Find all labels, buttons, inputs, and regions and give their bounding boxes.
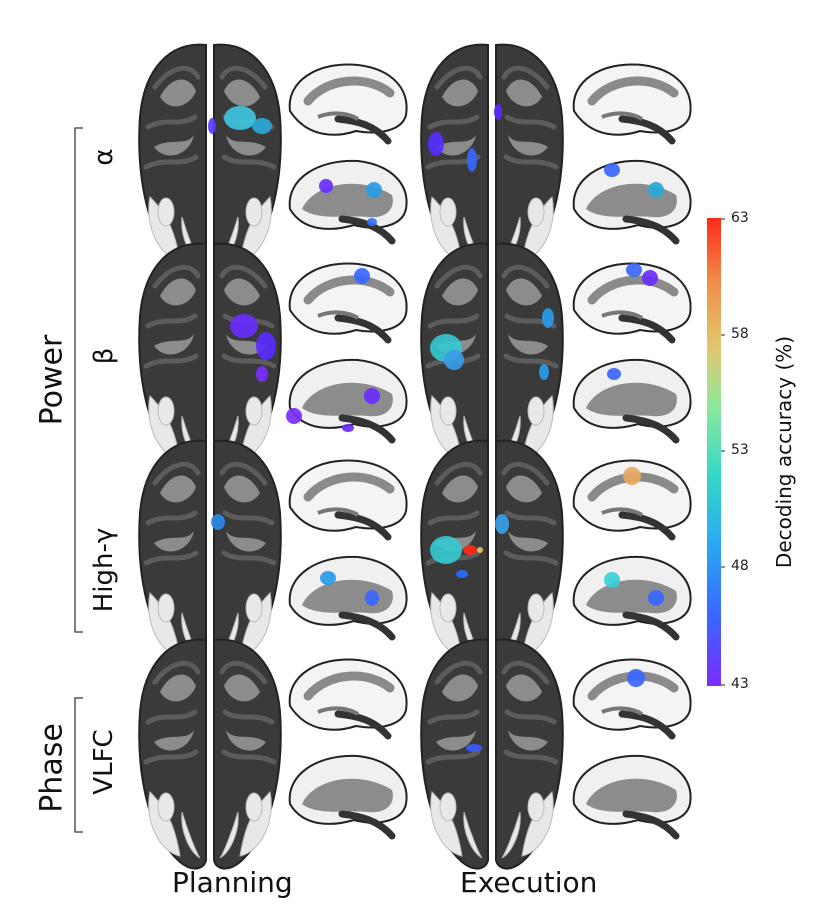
lateral-brain-high-gamma-planning: [290, 557, 407, 637]
group-label-power: Power: [34, 334, 70, 426]
activation-blob: [494, 104, 502, 120]
activation-blob: [430, 536, 462, 564]
activation-blob: [607, 368, 621, 380]
dorsal-brain-vlfc-execution: [421, 640, 562, 869]
column-label-execution: Execution: [460, 866, 598, 899]
activation-blob: [648, 590, 664, 606]
colorbar-tick-58: 58: [731, 326, 749, 342]
activation-blob: [623, 467, 641, 485]
dorsal-brain-alpha-planning: [139, 45, 280, 274]
dorsal-brain-high-gamma-planning: [139, 441, 280, 670]
medial-brain-alpha-planning: [290, 64, 407, 141]
colorbar-tick-63: 63: [731, 210, 749, 226]
column-label-planning: Planning: [172, 866, 293, 899]
activation-blob: [319, 179, 333, 193]
activation-blob: [495, 514, 509, 534]
bracket-power: [74, 127, 83, 633]
activation-blob: [286, 408, 302, 424]
lateral-brain-beta-execution: [574, 360, 691, 440]
colorbar-title: Decoding accuracy (%): [772, 335, 796, 569]
activation-blob: [642, 270, 658, 286]
lateral-brain-high-gamma-execution: [574, 557, 691, 637]
activation-blob: [208, 118, 216, 134]
band-label-vlfc: VLFC: [89, 729, 119, 795]
activation-blob: [211, 514, 225, 530]
activation-blob: [342, 424, 354, 432]
activation-blob: [320, 571, 336, 585]
activation-blob: [456, 570, 468, 578]
activation-blob: [256, 366, 268, 382]
dorsal-brain-beta-planning: [139, 244, 280, 473]
colorbar: [707, 218, 721, 686]
medial-brain-high-gamma-planning: [290, 460, 407, 537]
activation-blob: [365, 590, 379, 606]
band-label-high-gamma: High-γ: [89, 527, 119, 613]
bracket-phase: [74, 697, 83, 833]
activation-blob: [466, 744, 482, 752]
group-label-phase: Phase: [34, 723, 70, 813]
band-label-beta: β: [89, 347, 119, 365]
activation-blob: [230, 314, 258, 338]
medial-brain-beta-planning: [290, 263, 407, 340]
lateral-brain-alpha-planning: [290, 161, 407, 241]
colorbar-tick-48: 48: [731, 558, 749, 574]
activation-blob: [463, 545, 477, 555]
colorbar-tick-43: 43: [731, 676, 749, 692]
medial-brain-vlfc-planning: [290, 659, 407, 736]
activation-blob: [367, 218, 377, 226]
activation-blob: [539, 364, 549, 380]
dorsal-brain-vlfc-planning: [139, 640, 280, 869]
medial-brain-alpha-execution: [574, 64, 691, 141]
activation-blob: [542, 308, 554, 328]
activation-blob: [366, 182, 382, 198]
activation-blob: [428, 132, 444, 156]
colorbar-ticks: [721, 218, 725, 686]
lateral-brain-vlfc-execution: [574, 756, 691, 836]
activation-blob: [477, 547, 483, 553]
band-label-alpha: α: [89, 148, 119, 166]
activation-blob: [604, 572, 620, 588]
activation-blob: [252, 118, 272, 134]
activation-blob: [224, 106, 256, 130]
activation-blob: [627, 669, 645, 687]
activation-blob: [626, 263, 642, 277]
lateral-brain-alpha-execution: [574, 161, 691, 241]
colorbar-tick-53: 53: [731, 442, 749, 458]
lateral-brain-vlfc-planning: [290, 756, 407, 836]
activation-blob: [256, 332, 276, 360]
activation-blob: [444, 350, 464, 370]
activation-blob: [364, 388, 380, 404]
activation-blob: [604, 163, 620, 177]
dorsal-brain-alpha-execution: [421, 45, 562, 274]
activation-blob: [354, 268, 370, 284]
activation-blob: [648, 182, 664, 198]
activation-blob: [467, 148, 477, 172]
